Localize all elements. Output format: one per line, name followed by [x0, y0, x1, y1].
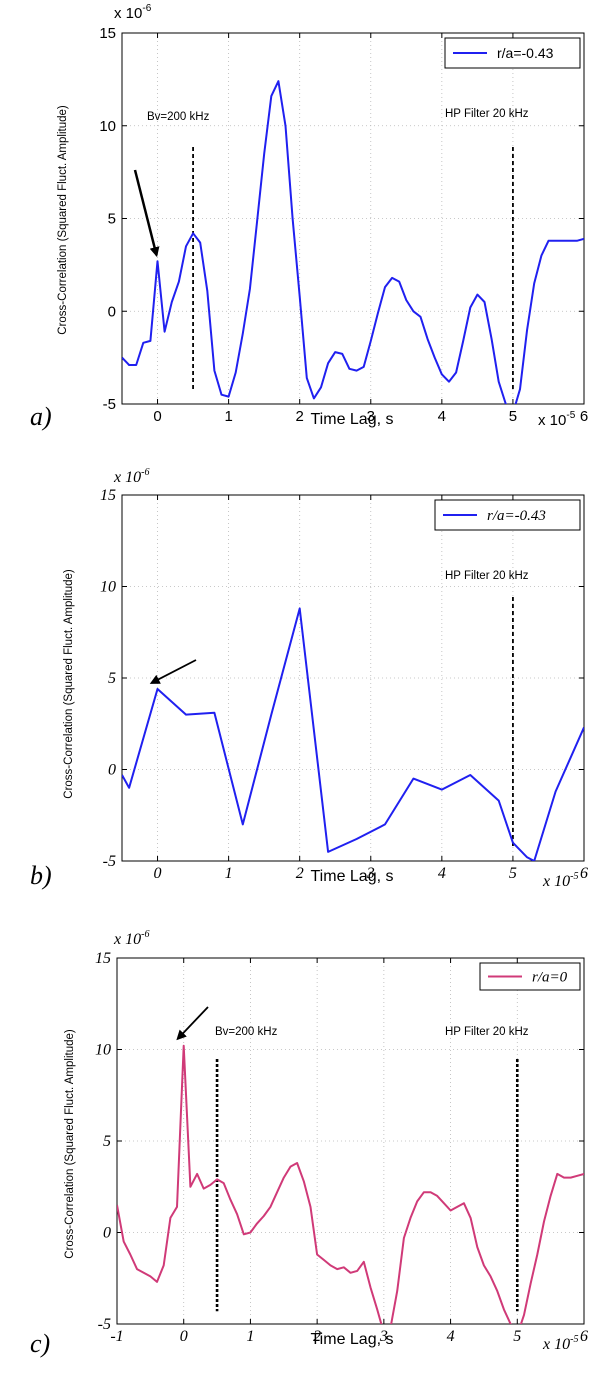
annotation-label: Bv=200 kHz [147, 111, 210, 123]
x-tick-label: 1 [246, 1328, 254, 1345]
x-tick-label: 3 [379, 1328, 388, 1345]
x-tick-label: 2 [313, 1328, 321, 1345]
x-axis-label: Time Lag, s [311, 1331, 394, 1348]
annotation-label: HP Filter 20 kHz [445, 570, 529, 582]
x-multiplier: x 10-5 [542, 1334, 578, 1353]
y-tick-label: 0 [103, 1225, 111, 1242]
x-multiplier: x 10-5 [542, 871, 578, 890]
y-tick-label: 5 [103, 1133, 111, 1150]
y-tick-label: 0 [108, 762, 116, 779]
legend: r/a=-0.43 [444, 37, 581, 69]
panel-letter: c) [30, 1329, 50, 1358]
y-tick-label: 5 [108, 211, 116, 228]
x-tick-label: 3 [367, 408, 375, 425]
x-tick-label: 4 [447, 1328, 455, 1345]
x-tick-label: 5 [513, 1328, 521, 1345]
y-tick-label: 10 [95, 1042, 111, 1059]
x-tick-label: 0 [154, 865, 162, 882]
panel-letter: a) [30, 402, 52, 431]
x-tick-label: 4 [438, 408, 446, 425]
y-tick-label: 0 [108, 303, 116, 320]
peak-arrow [133, 169, 160, 258]
y-multiplier: x 10-6 [114, 3, 152, 22]
y-tick-label: 15 [99, 25, 116, 42]
legend-entry: r/a=0 [532, 970, 568, 986]
x-tick-label: 3 [366, 865, 375, 882]
y-tick-label: -5 [103, 396, 116, 413]
y-tick-label: -5 [103, 853, 116, 870]
annotation-label: HP Filter 20 kHz [445, 108, 529, 120]
y-tick-label: 15 [95, 950, 111, 967]
x-tick-label: 5 [509, 408, 517, 425]
x-tick-label: 6 [580, 865, 588, 882]
legend: r/a=0 [479, 962, 581, 991]
x-tick-label: -1 [110, 1328, 123, 1345]
x-tick-label: 6 [580, 408, 588, 425]
legend-entry: r/a=-0.43 [487, 508, 546, 524]
x-axis-label: Time Lag, s [311, 411, 394, 428]
annotation-label: Bv=200 kHz [215, 1026, 278, 1038]
x-tick-label: 0 [180, 1328, 188, 1345]
x-axis-label: Time Lag, s [311, 868, 394, 885]
y-tick-label: 10 [100, 579, 116, 596]
chart-panel-a: 0 1 2 3 4 5 6 -5 0 5 10 15 Bv=200 kHz HP Filter 20 kH… [30, 3, 588, 431]
series-line [117, 1044, 584, 1324]
x-multiplier: x 10-5 [538, 410, 576, 429]
y-tick-label: -5 [98, 1316, 111, 1333]
panel-letter: b) [30, 861, 52, 890]
series-line [122, 80, 584, 404]
y-axis-label: Cross-Correlation (Squared Fluct. Amplit… [63, 569, 75, 799]
series-line [122, 607, 584, 861]
y-tick-label: 15 [100, 487, 116, 504]
peak-arrow [149, 659, 197, 684]
x-tick-label: 4 [438, 865, 446, 882]
x-tick-label: 1 [225, 865, 233, 882]
plot-area [117, 958, 584, 1324]
y-multiplier: x 10-6 [113, 467, 149, 486]
x-tick-label: 0 [153, 408, 161, 425]
legend-entry: r/a=-0.43 [497, 45, 554, 61]
x-tick-label: 1 [224, 408, 232, 425]
x-tick-label: 2 [296, 865, 304, 882]
x-tick-label: 5 [509, 865, 517, 882]
legend: r/a=-0.43 [434, 499, 581, 531]
y-axis-label: Cross-Correlation (Squared Fluct. Amplit… [57, 105, 69, 335]
y-axis-label: Cross-Correlation (Squared Fluct. Amplit… [64, 1029, 76, 1259]
y-multiplier: x 10-6 [113, 929, 149, 948]
x-tick-label: 2 [296, 408, 304, 425]
annotation-label: HP Filter 20 kHz [445, 1026, 529, 1038]
chart-panel-b: 0 1 2 3 4 5 6 -5 0 5 10 15 HP Filter 20 kHz r/a=-0.43… [30, 467, 588, 890]
y-tick-label: 10 [99, 118, 116, 135]
peak-arrow [176, 1006, 209, 1041]
x-tick-label: 6 [580, 1328, 588, 1345]
chart-panel-c: -1 0 1 2 3 4 5 6 -5 0 5 10 15 Bv=200 kHz HP Filter 20 … [30, 929, 588, 1358]
y-tick-label: 5 [108, 670, 116, 687]
